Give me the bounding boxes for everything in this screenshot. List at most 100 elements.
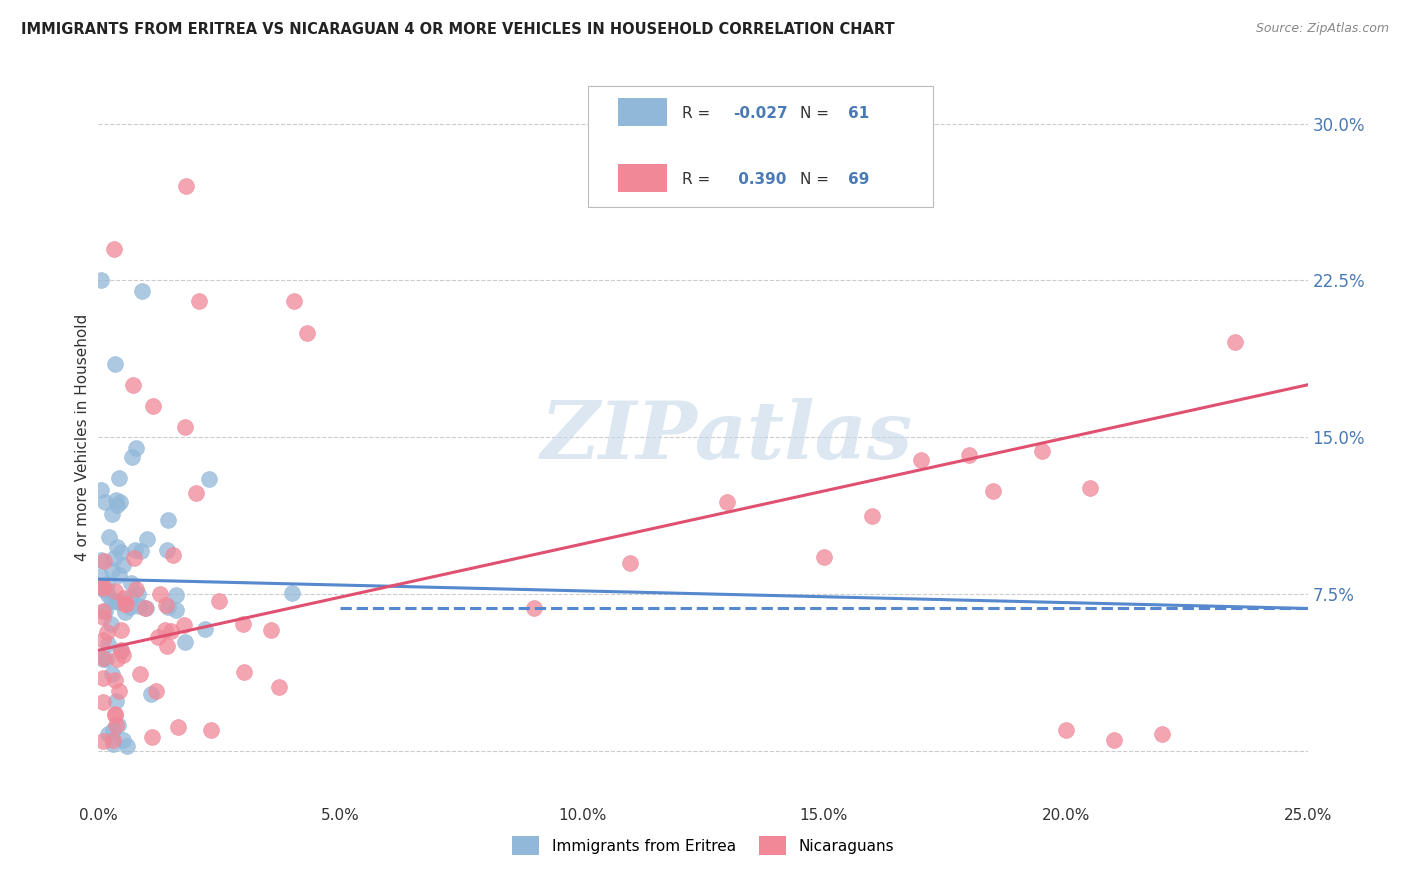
Point bbox=[117, 739, 139, 754]
Point bbox=[104, 673, 127, 688]
Point bbox=[153, 623, 176, 637]
Legend: Immigrants from Eritrea, Nicaraguans: Immigrants from Eritrea, Nicaraguans bbox=[506, 830, 900, 861]
Point bbox=[122, 550, 145, 565]
Point bbox=[155, 598, 177, 612]
Point bbox=[104, 707, 127, 722]
Point bbox=[97, 588, 120, 602]
Point bbox=[96, 624, 118, 639]
Text: 69: 69 bbox=[848, 172, 869, 187]
Point bbox=[157, 513, 180, 527]
Point bbox=[105, 493, 128, 508]
Point bbox=[1152, 727, 1174, 741]
Point bbox=[91, 651, 114, 665]
Point bbox=[124, 543, 146, 558]
Point bbox=[173, 618, 195, 632]
Point bbox=[232, 616, 254, 631]
Point bbox=[716, 495, 738, 509]
Point bbox=[96, 576, 118, 591]
Point bbox=[128, 599, 150, 614]
Point bbox=[105, 652, 128, 666]
Point bbox=[156, 639, 179, 653]
Point bbox=[145, 684, 167, 698]
Point bbox=[110, 643, 132, 657]
Point bbox=[90, 553, 112, 567]
Text: -0.027: -0.027 bbox=[734, 106, 787, 121]
Point bbox=[162, 549, 184, 563]
Point bbox=[120, 591, 142, 605]
Point bbox=[107, 718, 129, 732]
Point bbox=[94, 494, 117, 508]
Point bbox=[174, 634, 197, 648]
Point bbox=[110, 644, 132, 658]
Point bbox=[118, 600, 141, 615]
Point bbox=[129, 544, 152, 558]
Point bbox=[103, 550, 125, 565]
Point bbox=[91, 734, 114, 748]
Point bbox=[269, 680, 291, 694]
Point bbox=[165, 589, 187, 603]
Point bbox=[200, 723, 222, 737]
Text: N =: N = bbox=[800, 106, 834, 121]
Point bbox=[97, 727, 120, 741]
Point bbox=[121, 450, 143, 465]
Point bbox=[93, 583, 115, 598]
Point bbox=[120, 576, 142, 591]
Point bbox=[110, 545, 132, 559]
Point bbox=[104, 584, 127, 599]
FancyBboxPatch shape bbox=[619, 98, 666, 127]
Point bbox=[141, 687, 163, 701]
Point bbox=[100, 594, 122, 608]
Point bbox=[127, 587, 149, 601]
Point bbox=[174, 419, 197, 434]
Point bbox=[122, 377, 145, 392]
Point bbox=[860, 508, 883, 523]
Point bbox=[194, 622, 217, 636]
Point bbox=[813, 549, 835, 564]
Point bbox=[135, 532, 157, 546]
Point bbox=[104, 694, 127, 708]
Point bbox=[91, 695, 114, 709]
Point bbox=[97, 637, 120, 651]
Point bbox=[174, 179, 197, 194]
Point bbox=[112, 558, 135, 573]
Point bbox=[91, 581, 114, 595]
Point bbox=[260, 624, 283, 638]
Point bbox=[94, 604, 117, 618]
Point bbox=[135, 600, 157, 615]
Point bbox=[165, 602, 187, 616]
Point bbox=[90, 273, 112, 287]
Point bbox=[128, 667, 150, 681]
Point bbox=[91, 633, 114, 648]
Point bbox=[1078, 481, 1101, 495]
Point bbox=[112, 591, 135, 606]
Point bbox=[167, 721, 190, 735]
Point bbox=[100, 617, 122, 632]
Point bbox=[105, 540, 128, 554]
Point bbox=[295, 326, 318, 340]
Point bbox=[101, 507, 124, 521]
Point bbox=[91, 671, 114, 685]
Text: 0.390: 0.390 bbox=[734, 172, 786, 187]
Point bbox=[131, 284, 153, 298]
Point bbox=[146, 631, 169, 645]
Point bbox=[134, 601, 156, 615]
Point bbox=[125, 582, 148, 597]
Point bbox=[93, 554, 115, 568]
Point bbox=[188, 294, 211, 309]
Point bbox=[149, 587, 172, 601]
Point bbox=[104, 357, 127, 371]
Point bbox=[1054, 723, 1077, 737]
Point bbox=[281, 586, 304, 600]
Point bbox=[198, 472, 221, 486]
Point bbox=[157, 600, 180, 615]
Point bbox=[107, 471, 129, 485]
Point bbox=[981, 483, 1004, 498]
Point bbox=[94, 652, 117, 666]
Point bbox=[108, 684, 131, 698]
Point bbox=[104, 717, 127, 731]
Point bbox=[910, 453, 932, 467]
Point bbox=[156, 543, 179, 558]
Point bbox=[207, 593, 229, 607]
Text: N =: N = bbox=[800, 172, 834, 187]
FancyBboxPatch shape bbox=[588, 86, 932, 207]
